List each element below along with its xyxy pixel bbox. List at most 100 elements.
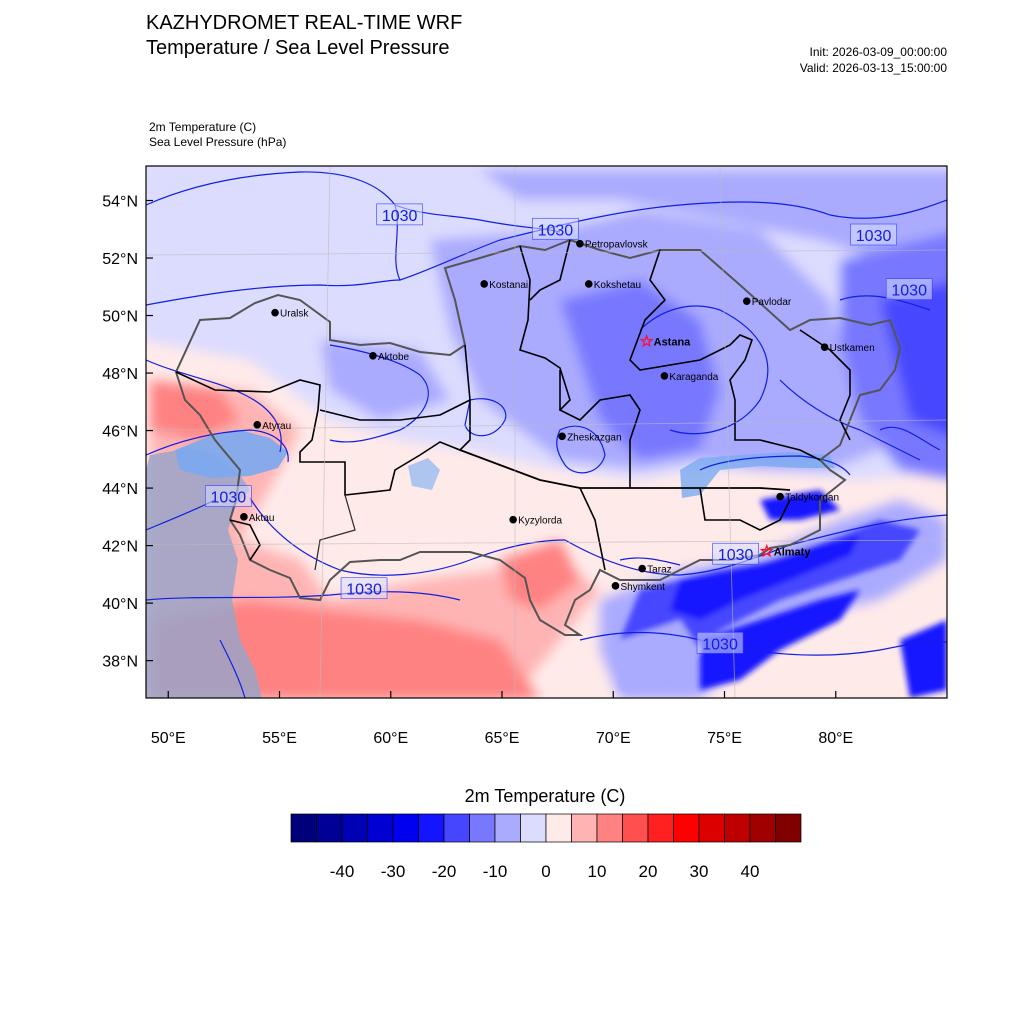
pressure-label-box	[885, 278, 933, 300]
colorbar-swatch	[698, 813, 725, 843]
map-subtitle: Temperature / Sea Level Pressure	[146, 37, 450, 59]
city-label: Taldykorgan	[785, 493, 839, 504]
colorbar-swatch	[647, 813, 674, 843]
city-dot-icon	[820, 343, 829, 351]
colorbar-tick-label: 0	[541, 862, 550, 881]
lat-tick-label: 52°N	[102, 251, 138, 268]
city-label: Uralsk	[280, 309, 309, 320]
pressure-label-box	[712, 542, 759, 565]
city-label: Atyrau	[262, 421, 291, 432]
city-label: Aktau	[249, 513, 275, 524]
city-dot-icon	[638, 564, 646, 573]
lon-tick-label: 70°E	[596, 730, 631, 747]
lat-tick-label: 40°N	[102, 596, 138, 613]
city-label: Kokshetau	[594, 280, 641, 291]
city-label: Aktobe	[378, 352, 410, 363]
map-frame	[145, 165, 948, 699]
city-label: Ustkamen	[830, 343, 875, 354]
lon-tick-label: 80°E	[818, 730, 853, 747]
lon-tick-label: 55°E	[262, 730, 297, 747]
colorbar-swatch	[545, 813, 572, 843]
colorbar-tick-label: 20	[639, 862, 658, 881]
colorbar-swatch	[392, 813, 419, 843]
lon-tick-label: 60°E	[373, 730, 408, 747]
capital-star-icon	[639, 334, 654, 348]
pressure-label-box	[205, 485, 252, 508]
valid-time: Valid: 2026-03-13_15:00:00	[799, 61, 947, 75]
pressure-label: 1030	[718, 547, 754, 564]
colorbar-swatch	[520, 813, 547, 843]
colorbar-tick-label: 30	[690, 862, 709, 881]
city-dot-icon	[776, 492, 784, 501]
city-label: Petropavlovsk	[585, 240, 649, 251]
temperature-field	[146, 166, 947, 698]
colorbar-swatch	[571, 813, 598, 843]
city-label: Pavlodar	[752, 297, 792, 308]
colorbar-swatch	[341, 813, 368, 843]
colorbar-swatch	[673, 813, 700, 843]
colorbar-title: 2m Temperature (C)	[464, 786, 626, 806]
pressure-label-box	[532, 217, 579, 240]
pressure-label: 1030	[346, 582, 382, 599]
pressure-contours	[146, 171, 947, 698]
colorbar-swatch	[418, 813, 445, 843]
pressure-label: 1030	[211, 490, 247, 507]
city-dot-icon	[369, 351, 377, 360]
city-dot-icon	[660, 372, 669, 380]
lat-tick-label: 50°N	[102, 309, 138, 326]
pressure-label: 1030	[856, 228, 892, 245]
lon-tick-label: 75°E	[707, 730, 742, 747]
lat-tick-label: 54°N	[102, 194, 138, 211]
pressure-label: 1030	[891, 283, 927, 300]
colorbar-swatch	[596, 813, 623, 843]
lon-tick-label: 50°E	[151, 730, 186, 747]
city-dot-icon	[253, 421, 262, 429]
colorbar-tick-label: -20	[432, 862, 457, 881]
capital-star-icon	[759, 543, 774, 558]
colorbar-tick-label: -40	[330, 862, 355, 881]
pressure-label-box	[850, 223, 897, 246]
city-dot-icon	[480, 280, 489, 288]
colorbar-swatch	[443, 813, 470, 843]
city-dot-icon	[240, 513, 248, 521]
lon-tick-label: 65°E	[485, 730, 520, 747]
field-label-temperature: 2m Temperature (C)	[149, 120, 257, 134]
city-label: Kyzylorda	[518, 516, 562, 527]
city-dot-icon	[576, 239, 584, 248]
colorbar-swatch	[290, 813, 317, 843]
city-dot-icon	[271, 308, 279, 317]
colorbar-swatch	[367, 813, 394, 843]
city-dot-icon	[742, 297, 751, 305]
pressure-labels: 1030 1030 1030 1030 1030 1030 1030 1030	[205, 203, 933, 654]
pressure-label-box	[340, 577, 388, 600]
city-dot-icon	[558, 432, 566, 441]
city-dot-icon	[584, 280, 593, 288]
map-title: KAZHYDROMET REAL-TIME WRF	[146, 12, 463, 34]
pressure-label: 1030	[702, 636, 738, 653]
pressure-label-box	[376, 203, 423, 226]
lat-tick-label: 38°N	[102, 654, 138, 671]
map-axes: 54°N 52°N 50°N 48°N 46°N 44°N 42°N 40°N 38°N 50°E…	[102, 194, 853, 747]
city-dot-icon	[509, 515, 517, 524]
colorbar: -40 -30 -20 -10 0 10 20 30 40	[290, 813, 802, 881]
field-label-pressure: Sea Level Pressure (hPa)	[149, 135, 287, 149]
city-label: Zheskazgan	[567, 432, 621, 443]
colorbar-swatch	[316, 813, 343, 843]
lat-tick-label: 44°N	[102, 481, 138, 498]
colorbar-tick-label: -30	[381, 862, 406, 881]
pressure-label: 1030	[382, 208, 418, 225]
city-label: Taraz	[647, 565, 671, 576]
colorbar-tick-label: 10	[588, 862, 607, 881]
colorbar-swatch	[775, 813, 802, 843]
colorbar-tick-label: 40	[741, 862, 760, 881]
lat-tick-label: 46°N	[102, 424, 138, 441]
colorbar-swatch	[622, 813, 649, 843]
city-markers: Petropavlovsk Kostanai Kokshetau Pavlodar Ur…	[240, 240, 875, 593]
city-label: Karaganda	[669, 372, 718, 383]
city-dot-icon	[611, 582, 620, 590]
pressure-label-box	[696, 632, 744, 654]
lat-tick-label: 42°N	[102, 539, 138, 556]
colorbar-swatch	[749, 813, 776, 843]
lat-tick-label: 48°N	[102, 366, 138, 383]
city-label: Shymkent	[620, 582, 665, 593]
